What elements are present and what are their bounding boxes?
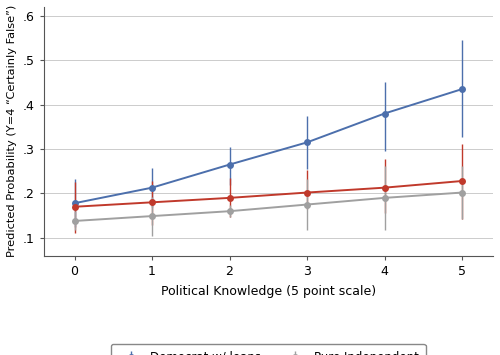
Legend: Democrat w/ leans, Republican w/ leans, Pure Independent: Democrat w/ leans, Republican w/ leans, … bbox=[111, 344, 426, 355]
Y-axis label: Predicted Probability (Y=4 “Certainly False”): Predicted Probability (Y=4 “Certainly Fa… bbox=[7, 5, 17, 257]
X-axis label: Political Knowledge (5 point scale): Political Knowledge (5 point scale) bbox=[160, 285, 376, 297]
